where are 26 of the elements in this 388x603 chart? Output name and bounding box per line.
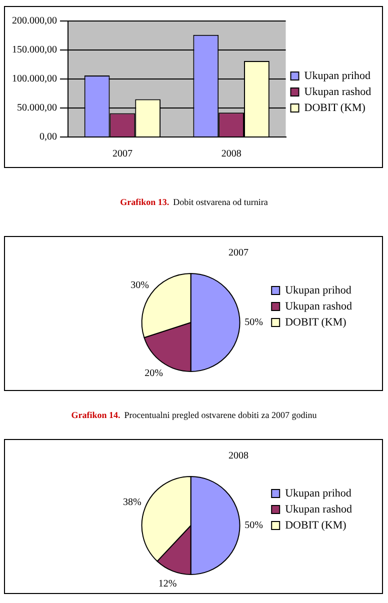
chart-title: 2007: [228, 248, 248, 259]
text: Grafikon 13.: [120, 197, 170, 207]
data-label: 12%: [158, 578, 177, 590]
y-tick-label: 150.000,00: [12, 44, 57, 56]
legend-label: Ukupan rashod: [304, 86, 372, 98]
data-label: 20%: [144, 368, 163, 380]
legend-label: Ukupan prihod: [304, 70, 372, 82]
chart-title: 2008: [228, 450, 248, 462]
y-tick-label: 100.000,00: [12, 74, 57, 85]
y-tick-label: 50.000,00: [17, 102, 57, 114]
y-tick-label: 200.000,00: [12, 16, 57, 27]
legend-label: Ukupan rashod: [285, 503, 352, 516]
text: Procentualni pregled ostvarene dobiti za 2007 godinu: [124, 410, 317, 420]
y-tick-label: 0,00: [40, 132, 57, 143]
legend-label: Ukupan rashod: [285, 300, 352, 312]
data-label: 50%: [244, 520, 263, 532]
legend-label: Ukupan prihod: [285, 487, 352, 500]
data-label: 38%: [123, 496, 142, 508]
legend-label: DOBIT (KM): [285, 316, 347, 328]
data-label: 50%: [244, 317, 263, 328]
legend-label: DOBIT (KM): [285, 519, 347, 532]
legend-label: Ukupan prihod: [285, 284, 352, 296]
text: Grafikon 14.: [71, 410, 120, 420]
legend-label: DOBIT (KM): [304, 102, 366, 114]
text: Dobit ostvarena od turnira: [173, 197, 268, 207]
data-label: 30%: [130, 280, 150, 292]
